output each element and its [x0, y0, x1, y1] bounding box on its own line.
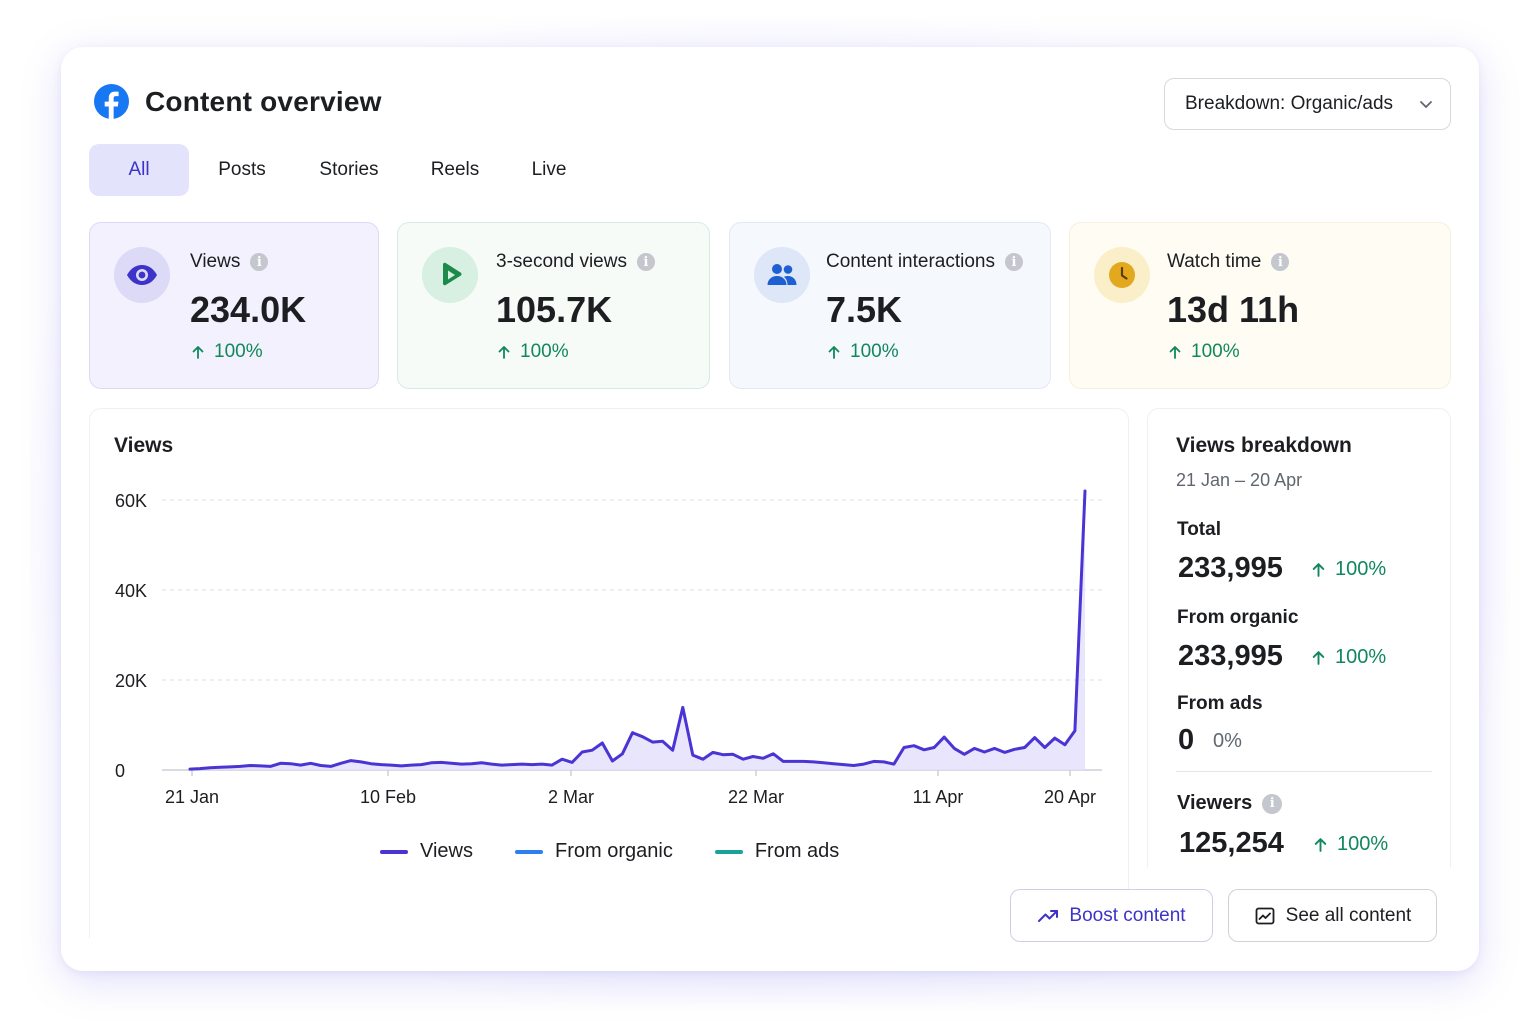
x-tick-label: 22 Mar	[728, 787, 784, 807]
tab-posts[interactable]: Posts	[218, 159, 266, 180]
info-icon[interactable]: i	[1005, 253, 1023, 271]
y-tick-label: 20K	[115, 671, 147, 691]
y-tick-label: 40K	[115, 581, 147, 601]
eye-icon	[127, 265, 157, 285]
arrow-up-icon	[1314, 838, 1327, 852]
viewers-value: 125,254	[1179, 827, 1284, 859]
total-label: Total	[1177, 519, 1221, 540]
metric-change: 100%	[850, 341, 899, 362]
legend-label: From organic	[555, 840, 673, 862]
total-change: 100%	[1335, 558, 1387, 580]
breakdown-select[interactable]: Breakdown: Organic/ads	[1164, 78, 1451, 130]
chevron-down-icon	[1420, 101, 1432, 108]
arrow-up-icon	[828, 346, 840, 359]
metric-card-content-interactions[interactable]: Content interactions i 7.5K 100%	[729, 222, 1051, 389]
tab-stories[interactable]: Stories	[319, 159, 379, 180]
metric-change: 100%	[1191, 341, 1240, 362]
views-area	[190, 491, 1085, 770]
y-tick-label: 0	[115, 761, 125, 781]
metric-change: 100%	[214, 341, 263, 362]
legend-item-from-organic[interactable]: From organic	[515, 840, 673, 863]
metric-card-views[interactable]: Views i 234.0K 100%	[89, 222, 379, 389]
legend-label: From ads	[754, 840, 840, 862]
see-all-content-button[interactable]: See all content	[1228, 889, 1437, 942]
organic-value: 233,995	[1178, 640, 1283, 672]
legend-item-from-ads[interactable]: From ads	[714, 840, 840, 863]
x-tick-label: 11 Apr	[913, 787, 964, 807]
legend-swatch	[380, 849, 408, 854]
clock-icon	[1109, 262, 1135, 288]
legend-swatch	[714, 849, 743, 854]
organic-change: 100%	[1335, 646, 1387, 668]
tab-all[interactable]: All	[89, 144, 189, 196]
y-tick-label: 60K	[115, 491, 147, 511]
info-icon[interactable]: i	[1271, 253, 1290, 271]
x-tick-label: 21 Jan	[165, 787, 219, 807]
arrow-up-icon	[192, 346, 204, 359]
chart-legend: Views From organic From ads	[380, 840, 881, 863]
people-icon	[767, 264, 797, 285]
arrow-up-icon	[498, 346, 510, 359]
legend-label: Views	[420, 840, 473, 862]
ads-label: From ads	[1177, 693, 1263, 714]
tab-live[interactable]: Live	[531, 159, 567, 180]
views-breakdown-card	[1147, 408, 1451, 868]
views-chart[interactable]: 0 20K 40K 60K 21 Jan 10 Feb 2 Mar 22 Mar 11 Apr 2…	[100, 480, 1120, 820]
metric-value: 234.0K	[190, 289, 307, 330]
organic-label: From organic	[1177, 607, 1299, 628]
info-icon[interactable]: i	[250, 253, 269, 271]
content-chart-icon	[1255, 907, 1275, 924]
arrow-up-icon	[1312, 563, 1325, 577]
info-icon[interactable]: i	[636, 253, 655, 271]
header: Content overview	[94, 84, 382, 119]
viewers-label: Viewers	[1177, 792, 1253, 814]
total-value: 233,995	[1178, 552, 1283, 584]
chart-title: Views	[114, 434, 174, 457]
metric-label: Watch time	[1167, 251, 1262, 272]
metric-card-3-second-views[interactable]: 3-second views i 105.7K 100%	[397, 222, 710, 389]
metric-value: 7.5K	[826, 289, 903, 330]
boost-content-label: Boost content	[1069, 904, 1186, 926]
metric-label: Views	[190, 251, 241, 272]
views-chart-card	[89, 408, 1129, 938]
arrow-up-icon	[1169, 346, 1181, 359]
x-tick-label: 2 Mar	[548, 787, 594, 807]
arrow-up-icon	[1312, 651, 1325, 665]
metric-value: 13d 11h	[1167, 289, 1300, 330]
x-tick-label: 20 Apr	[1044, 787, 1096, 807]
breakdown-divider	[1176, 771, 1432, 772]
views-line	[188, 489, 1087, 771]
facebook-icon	[94, 84, 129, 119]
metric-label: 3-second views	[496, 251, 627, 272]
boost-content-button[interactable]: Boost content	[1010, 889, 1213, 942]
breakdown-select-value: Breakdown: Organic/ads	[1185, 93, 1394, 114]
tab-reels[interactable]: Reels	[430, 159, 480, 180]
content-tabs: All Posts Stories Reels Live	[89, 144, 591, 196]
legend-item-views[interactable]: Views	[380, 840, 473, 863]
metric-value: 105.7K	[496, 289, 613, 330]
play-icon	[443, 262, 462, 286]
metric-card-watch-time[interactable]: Watch time i 13d 11h 100%	[1069, 222, 1451, 389]
see-all-content-label: See all content	[1285, 904, 1412, 926]
x-tick-label: 10 Feb	[360, 787, 416, 807]
info-icon[interactable]: i	[1262, 793, 1283, 814]
legend-swatch	[515, 849, 543, 854]
page-title: Content overview	[145, 85, 382, 117]
ads-change: 0%	[1213, 730, 1242, 752]
metric-change: 100%	[520, 341, 569, 362]
breakdown-title: Views breakdown	[1176, 434, 1352, 457]
breakdown-date-range: 21 Jan – 20 Apr	[1176, 470, 1303, 490]
ads-value: 0	[1178, 724, 1195, 756]
viewers-change: 100%	[1337, 833, 1389, 855]
trending-up-icon	[1038, 909, 1059, 922]
metric-label: Content interactions	[826, 251, 995, 272]
